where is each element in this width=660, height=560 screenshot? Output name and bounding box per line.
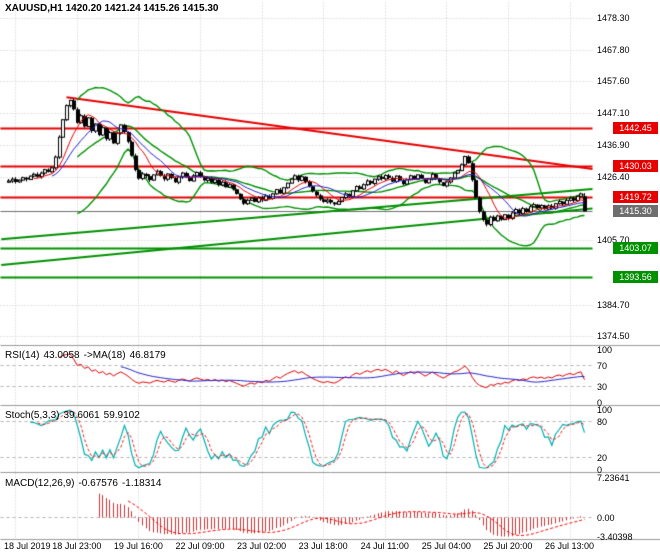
time-axis-label: 25 Jul 20:00 bbox=[483, 541, 533, 551]
time-axis-label: 18 Jul 23:00 bbox=[52, 541, 102, 551]
time-axis-label: 26 Jul 13:00 bbox=[544, 541, 595, 551]
stoch-name: Stoch(5,3,3) bbox=[5, 410, 60, 421]
rsi-name: RSI(14) bbox=[5, 350, 40, 361]
rsi-indicator-label: RSI(14) 43.0058 ->MA(18) 46.8179 bbox=[5, 350, 170, 361]
macd-name: MACD(12,26,9) bbox=[5, 478, 75, 489]
rsi-axis-tick: 70 bbox=[597, 360, 608, 371]
price-axis-tick: 1374.50 bbox=[597, 330, 630, 341]
price-axis-tick: 1467.80 bbox=[597, 44, 630, 55]
price-axis-tick: 1478.30 bbox=[597, 12, 630, 23]
price-axis-tick: 1405.70 bbox=[597, 235, 630, 246]
current-price-badge: 1415.30 bbox=[613, 204, 658, 217]
chart-title: XAUUSD,H1 1420.20 1421.24 1415.26 1415.3… bbox=[5, 3, 219, 14]
stoch-axis-tick: 0 bbox=[597, 465, 603, 475]
price-level-badge: 1442.45 bbox=[613, 121, 658, 134]
rsi-value: 43.0058 bbox=[43, 350, 80, 361]
chart-title-text: XAUUSD,H1 1420.20 1421.24 1415.26 1415.3… bbox=[5, 3, 219, 14]
stoch-signal-value: 59.9102 bbox=[103, 410, 140, 421]
price-axis-tick: 1447.10 bbox=[597, 108, 630, 119]
macd-value: -0.67576 bbox=[78, 478, 118, 489]
rsi-axis-tick: 100 bbox=[597, 345, 613, 355]
price-axis-tick: 1426.40 bbox=[597, 171, 630, 182]
price-level-badge: 1393.56 bbox=[613, 271, 658, 284]
stoch-axis-tick: 80 bbox=[597, 417, 608, 427]
stoch-axis-tick: 100 bbox=[597, 405, 613, 415]
macd-axis-tick: 0.00 bbox=[597, 513, 615, 524]
stoch-axis-tick: 20 bbox=[597, 453, 608, 463]
price-axis-tick: 1436.90 bbox=[597, 139, 630, 150]
price-level-badge: 1419.72 bbox=[613, 191, 658, 204]
time-axis-label: 24 Jul 11:00 bbox=[360, 541, 409, 551]
price-level-badge: 1430.03 bbox=[613, 159, 658, 172]
stochastic-indicator-label: Stoch(5,3,3) 39.6061 59.9102 bbox=[5, 410, 144, 421]
price-axis-tick: 1384.70 bbox=[597, 299, 630, 310]
time-axis-label: 23 Jul 02:00 bbox=[237, 541, 287, 551]
time-axis-label: 23 Jul 18:00 bbox=[298, 541, 348, 551]
rsi-axis-tick: 0 bbox=[597, 398, 603, 408]
time-axis-label: 25 Jul 04:00 bbox=[421, 541, 471, 551]
macd-axis-tick: 7.23641 bbox=[597, 473, 630, 483]
time-axis-label: 18 Jul 2019 bbox=[4, 541, 51, 551]
macd-indicator-label: MACD(12,26,9) -0.67576 -1.18314 bbox=[5, 478, 165, 489]
time-axis-label: 19 Jul 16:00 bbox=[113, 541, 163, 551]
macd-axis-tick: -3.40398 bbox=[597, 532, 633, 542]
macd-signal-value: -1.18314 bbox=[121, 478, 162, 489]
rsi-ma-value: 46.8179 bbox=[129, 350, 166, 361]
rsi-ma-name: ->MA(18) bbox=[83, 350, 126, 361]
stoch-value: 39.6061 bbox=[63, 410, 100, 421]
price-level-badge: 1403.07 bbox=[613, 242, 658, 255]
price-axis-tick: 1457.60 bbox=[597, 76, 630, 87]
time-axis-label: 22 Jul 09:00 bbox=[175, 541, 225, 551]
rsi-axis-tick: 30 bbox=[597, 382, 608, 393]
